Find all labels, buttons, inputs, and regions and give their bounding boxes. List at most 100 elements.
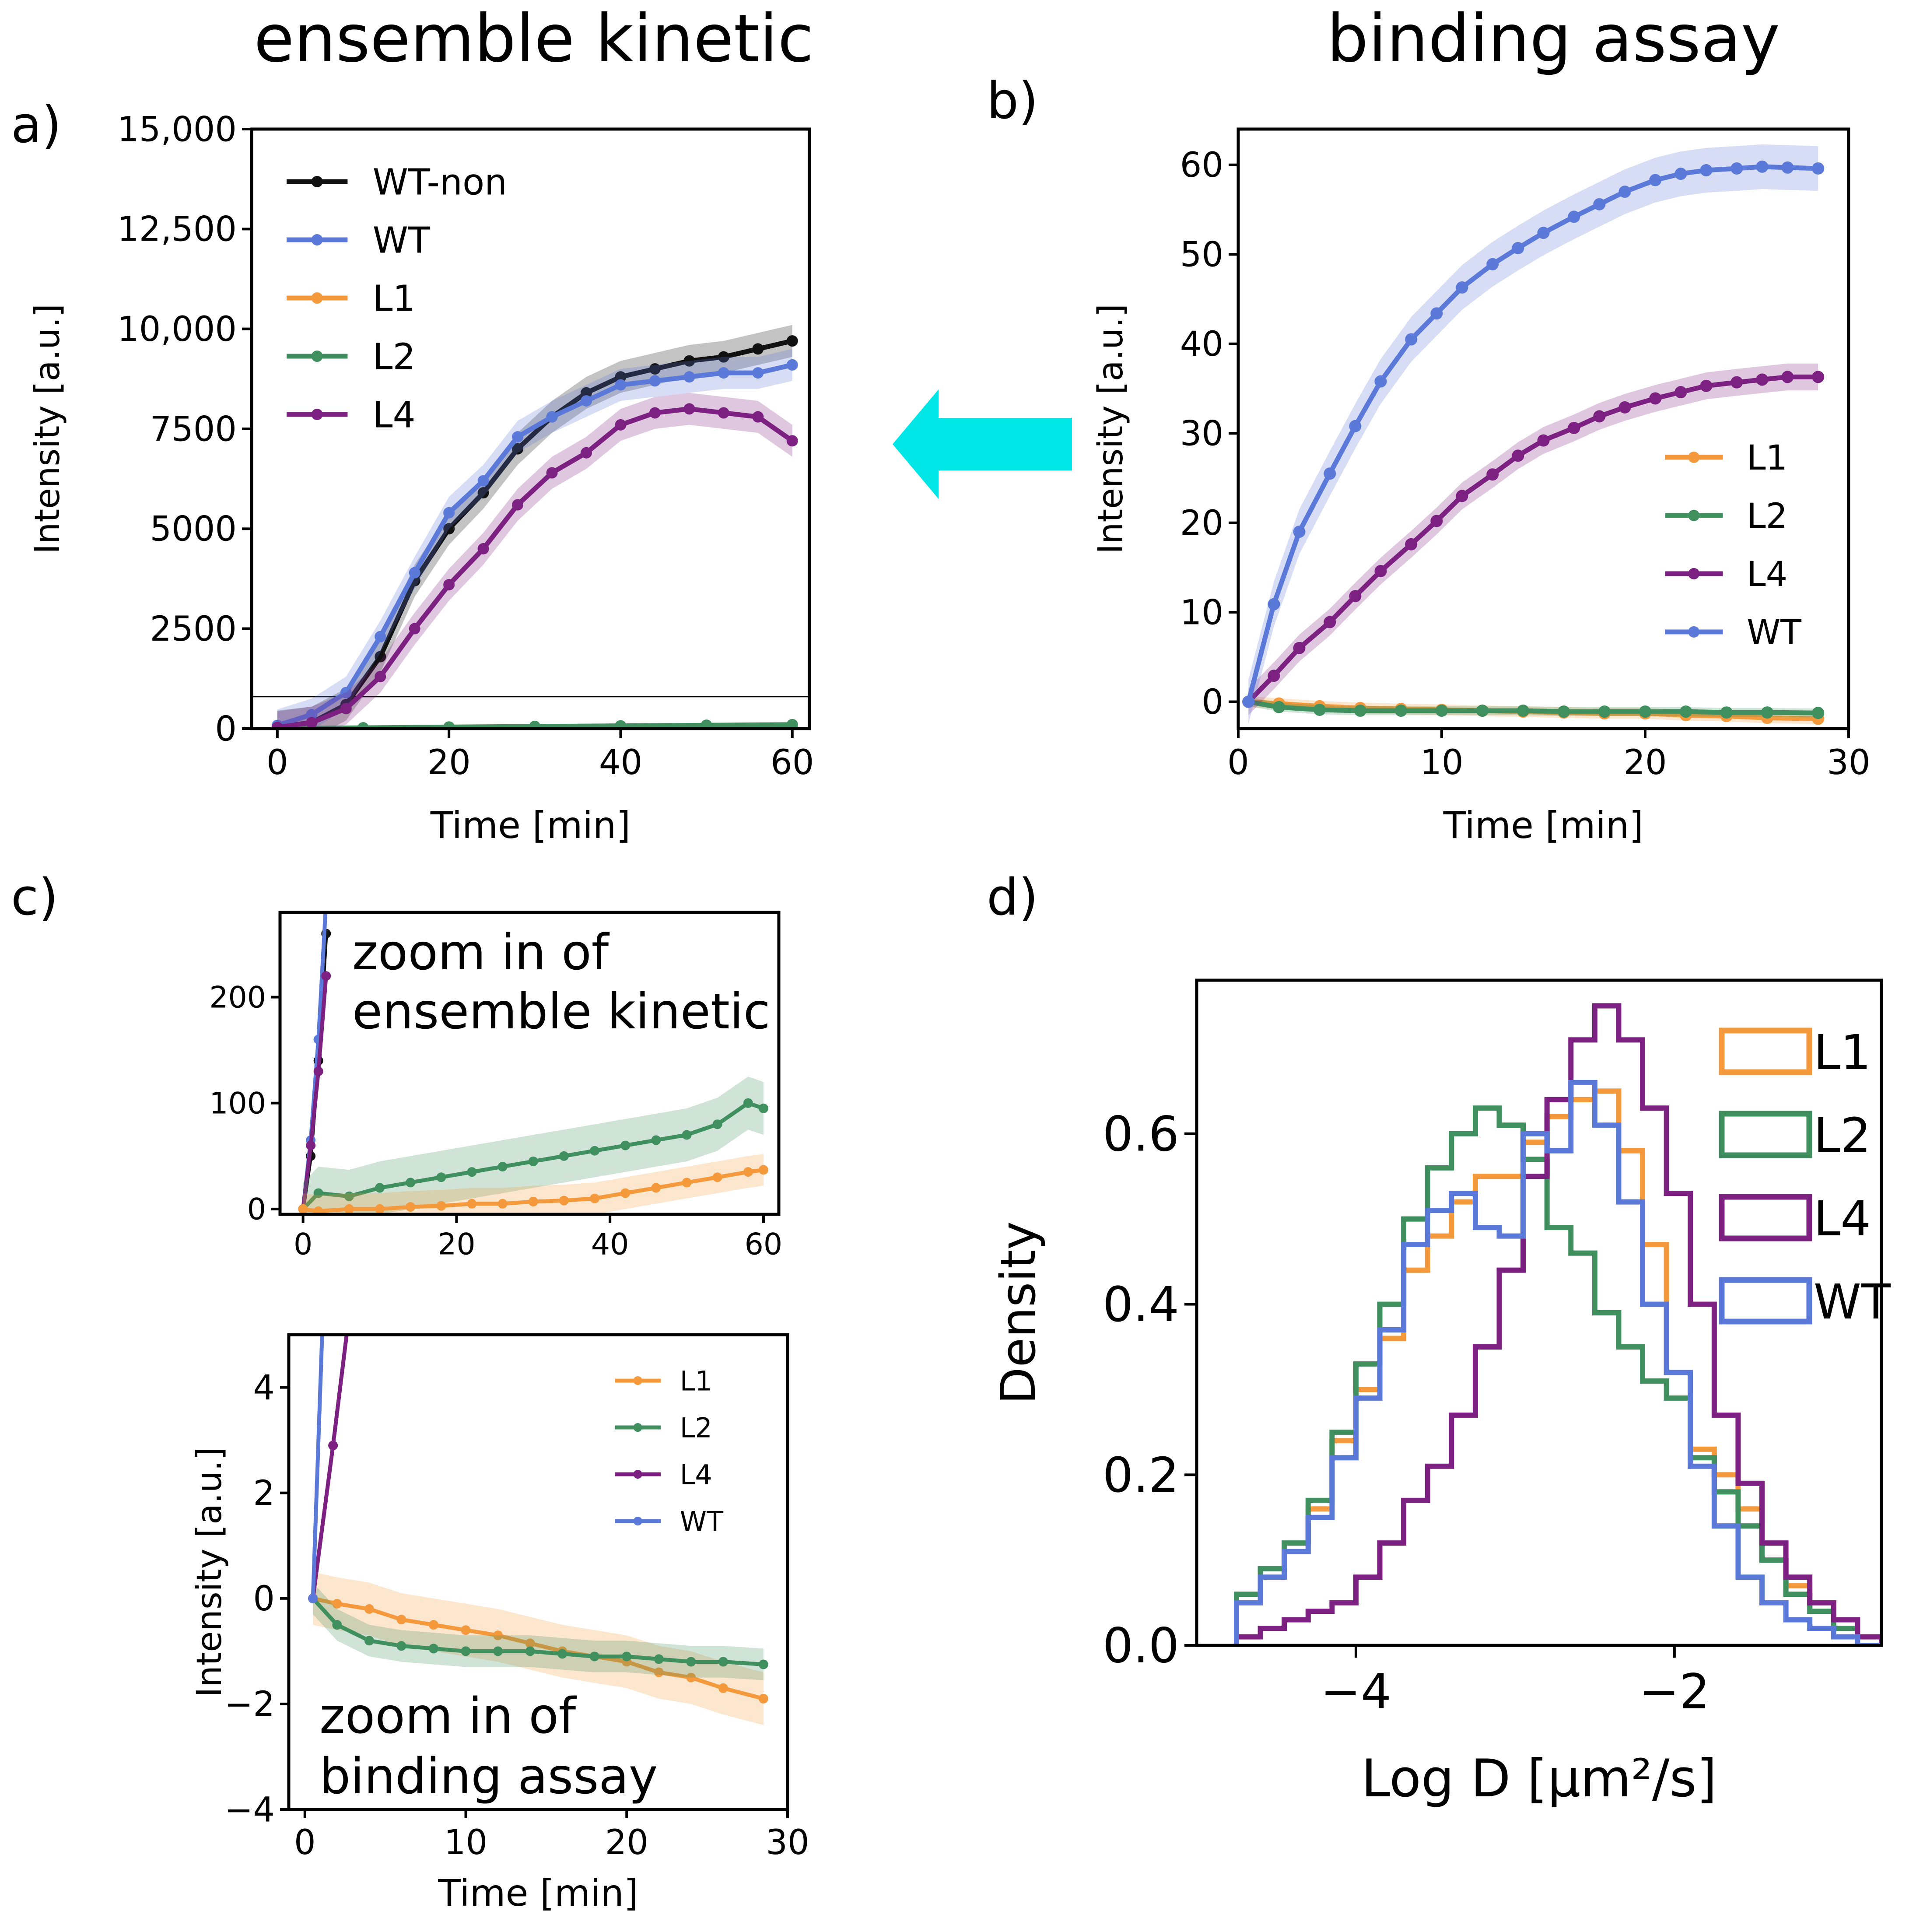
- data-point-l2: [712, 1119, 722, 1129]
- data-point-l4: [443, 579, 455, 591]
- data-point-l1: [758, 1694, 768, 1704]
- data-point-wt-non: [375, 651, 386, 663]
- data-point-wt: [443, 507, 455, 519]
- y-axis-label: Density: [990, 1221, 1046, 1404]
- y-axis-label: Intensity [a.u.]: [190, 1447, 229, 1697]
- data-point-l1: [428, 1620, 438, 1630]
- data-point-l4: [1486, 468, 1499, 481]
- data-point-l4: [615, 419, 627, 431]
- data-point-l4: [1700, 379, 1713, 392]
- data-point-l2: [590, 1146, 600, 1156]
- data-point-l4: [1374, 565, 1387, 578]
- data-point-l2: [1812, 707, 1825, 719]
- series-line-wt-non: [277, 338, 793, 729]
- data-point-l2: [493, 1646, 503, 1656]
- data-point-wt-non: [615, 371, 627, 383]
- data-point-l2: [332, 1620, 342, 1630]
- data-point-l2: [758, 1659, 768, 1669]
- legend-marker-l2: [633, 1423, 642, 1432]
- data-point-wt: [1293, 526, 1306, 538]
- data-point-l2: [758, 1103, 768, 1113]
- data-point-wt: [1456, 281, 1468, 294]
- y-tick-label: 20: [1180, 504, 1223, 543]
- panel-label-c: c): [11, 868, 58, 927]
- legend-marker-wt: [1688, 626, 1700, 638]
- data-point-l4: [306, 1140, 316, 1150]
- data-point-l2: [497, 1162, 508, 1172]
- y-tick-label: 0: [1201, 683, 1223, 722]
- data-point-l1: [620, 1188, 630, 1198]
- data-point-l1: [590, 1193, 600, 1203]
- data-point-l1: [467, 1199, 477, 1209]
- chart-binding-assay: 0 10 20 30 0 10 20 30 40 50 60 Time [min] Intensity …: [1091, 127, 1870, 847]
- plot-area: [252, 325, 809, 729]
- data-point-wt: [1324, 467, 1336, 480]
- y-axis-label: Intensity [a.u.]: [28, 304, 67, 554]
- series-line-wt: [311, 1335, 324, 1599]
- data-point-l2: [467, 1167, 477, 1177]
- data-point-wt: [512, 431, 524, 443]
- data-point-l1: [718, 1683, 728, 1693]
- x-tick-label: 20: [1623, 743, 1667, 782]
- data-point-wt: [1512, 242, 1524, 254]
- legend-label-wt: WT: [1747, 613, 1801, 652]
- series-band-l1: [313, 1572, 764, 1725]
- series-band-l2: [313, 1582, 764, 1680]
- data-point-wt: [1349, 420, 1362, 432]
- legend-label-l2: L2: [1747, 497, 1787, 536]
- data-point-l2: [1314, 704, 1326, 716]
- y-tick-label: 0.6: [1103, 1106, 1179, 1162]
- data-point-l2: [1761, 706, 1773, 719]
- data-point-l2: [396, 1641, 406, 1651]
- data-point-l1: [528, 1196, 538, 1206]
- x-tick-label: 20: [427, 743, 471, 782]
- data-point-l4: [1268, 670, 1280, 682]
- legend-label-wt: WT: [1814, 1274, 1891, 1330]
- data-point-l4: [1756, 373, 1769, 386]
- data-point-l2: [1720, 706, 1733, 719]
- data-point-l2: [1558, 705, 1570, 718]
- data-point-l2: [1395, 705, 1407, 717]
- data-point-wt: [1649, 174, 1662, 186]
- legend-marker-wt: [311, 234, 323, 245]
- data-point-wt: [1756, 160, 1769, 173]
- data-point-l1: [461, 1625, 471, 1635]
- plot-area: [298, 897, 768, 1214]
- data-point-l4: [1649, 392, 1662, 405]
- data-point-l2: [406, 1178, 416, 1188]
- x-tick-label: 0: [1227, 743, 1249, 782]
- data-point-l1: [436, 1201, 446, 1211]
- data-point-l4: [340, 703, 352, 715]
- plot-frame: [1195, 978, 1883, 1647]
- x-tick-label: 20: [438, 1227, 476, 1262]
- data-point-l4: [649, 407, 661, 419]
- data-point-l4: [271, 722, 283, 729]
- data-point-l1: [559, 1196, 569, 1206]
- x-tick-label: 10: [1420, 743, 1463, 782]
- legend-marker-l4: [1688, 568, 1700, 579]
- data-point-wt: [321, 897, 331, 907]
- y-tick-label: 2: [253, 1474, 275, 1513]
- data-point-wt: [615, 379, 627, 391]
- data-point-l2: [622, 1651, 632, 1662]
- y-tick-label: 7500: [150, 410, 237, 449]
- data-point-l2: [615, 720, 627, 729]
- data-point-wt-non: [752, 343, 764, 355]
- legend-marker-l4: [633, 1470, 642, 1479]
- data-point-l2: [1639, 705, 1651, 718]
- plot-area: [1242, 144, 1825, 725]
- data-point-wt: [1700, 164, 1713, 177]
- data-point-wt: [1486, 258, 1499, 270]
- data-point-wt: [649, 375, 661, 387]
- x-axis-label: Time [min]: [438, 1872, 638, 1914]
- data-point-l2: [461, 1646, 471, 1656]
- data-point-l4: [375, 671, 386, 683]
- plot-frame: [287, 1333, 789, 1811]
- data-point-l2: [589, 1651, 599, 1662]
- data-point-l2: [1680, 705, 1692, 718]
- y-axis-label: Intensity [a.u.]: [1091, 304, 1131, 554]
- series-line-l4: [301, 975, 328, 1210]
- data-point-l1: [406, 1202, 416, 1212]
- y-tick-label: 30: [1180, 414, 1223, 454]
- data-point-l1: [332, 1599, 342, 1609]
